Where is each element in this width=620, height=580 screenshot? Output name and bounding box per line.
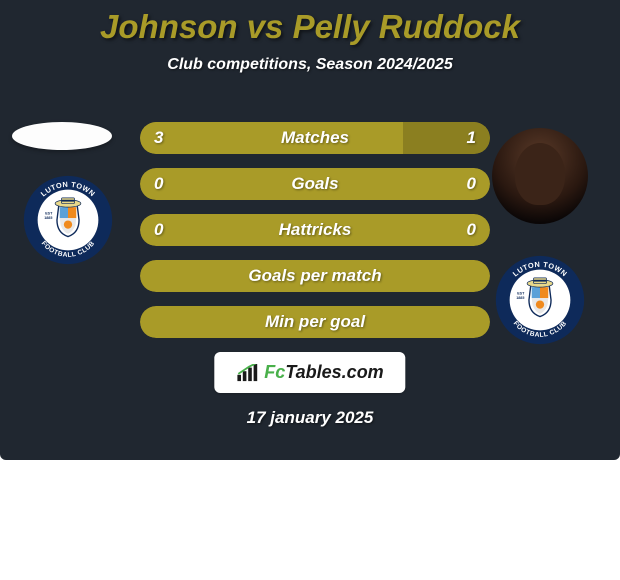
stat-value-right: 1 (467, 128, 476, 148)
comparison-card: Johnson vs Pelly Ruddock Club competitio… (0, 0, 620, 460)
stat-row: Min per goal (140, 306, 490, 338)
site-badge-prefix: Fc (264, 362, 285, 382)
player-right-club-crest: LUTON TOWN FOOTBALL CLUB EST 1885 (494, 254, 586, 346)
stat-row: Goals per match (140, 260, 490, 292)
page-subtitle: Club competitions, Season 2024/2025 (0, 56, 620, 74)
stat-label: Hattricks (140, 220, 490, 240)
page-title: Johnson vs Pelly Ruddock (0, 0, 620, 46)
avatar-face (515, 143, 565, 205)
stat-label: Min per goal (140, 312, 490, 332)
stat-value-left: 3 (154, 128, 163, 148)
stat-value-left: 0 (154, 220, 163, 240)
stat-label: Goals per match (140, 266, 490, 286)
player-left-avatar (12, 122, 112, 150)
stat-row: Matches3 1 (140, 122, 490, 154)
player-left-club-crest: LUTON TOWN FOOTBALL CLUB EST 1885 (22, 174, 114, 266)
site-badge-suffix: Tables.com (285, 362, 383, 382)
site-badge-text: FcTables.com (264, 362, 383, 383)
bars-icon (236, 364, 258, 382)
stat-value-right: 0 (467, 220, 476, 240)
stat-row: Goals0 0 (140, 168, 490, 200)
svg-text:1885: 1885 (516, 296, 524, 300)
site-badge[interactable]: FcTables.com (214, 352, 405, 393)
player-right-avatar (492, 128, 588, 224)
svg-text:EST: EST (517, 291, 525, 295)
stat-label: Matches (140, 128, 490, 148)
stat-label: Goals (140, 174, 490, 194)
stat-value-right: 0 (467, 174, 476, 194)
svg-text:EST: EST (45, 211, 53, 215)
stat-value-left: 0 (154, 174, 163, 194)
date-label: 17 january 2025 (0, 408, 620, 428)
svg-text:1885: 1885 (44, 216, 52, 220)
stat-bars: Matches31Goals00Hattricks00Goals per mat… (140, 122, 490, 352)
stat-row: Hattricks0 0 (140, 214, 490, 246)
